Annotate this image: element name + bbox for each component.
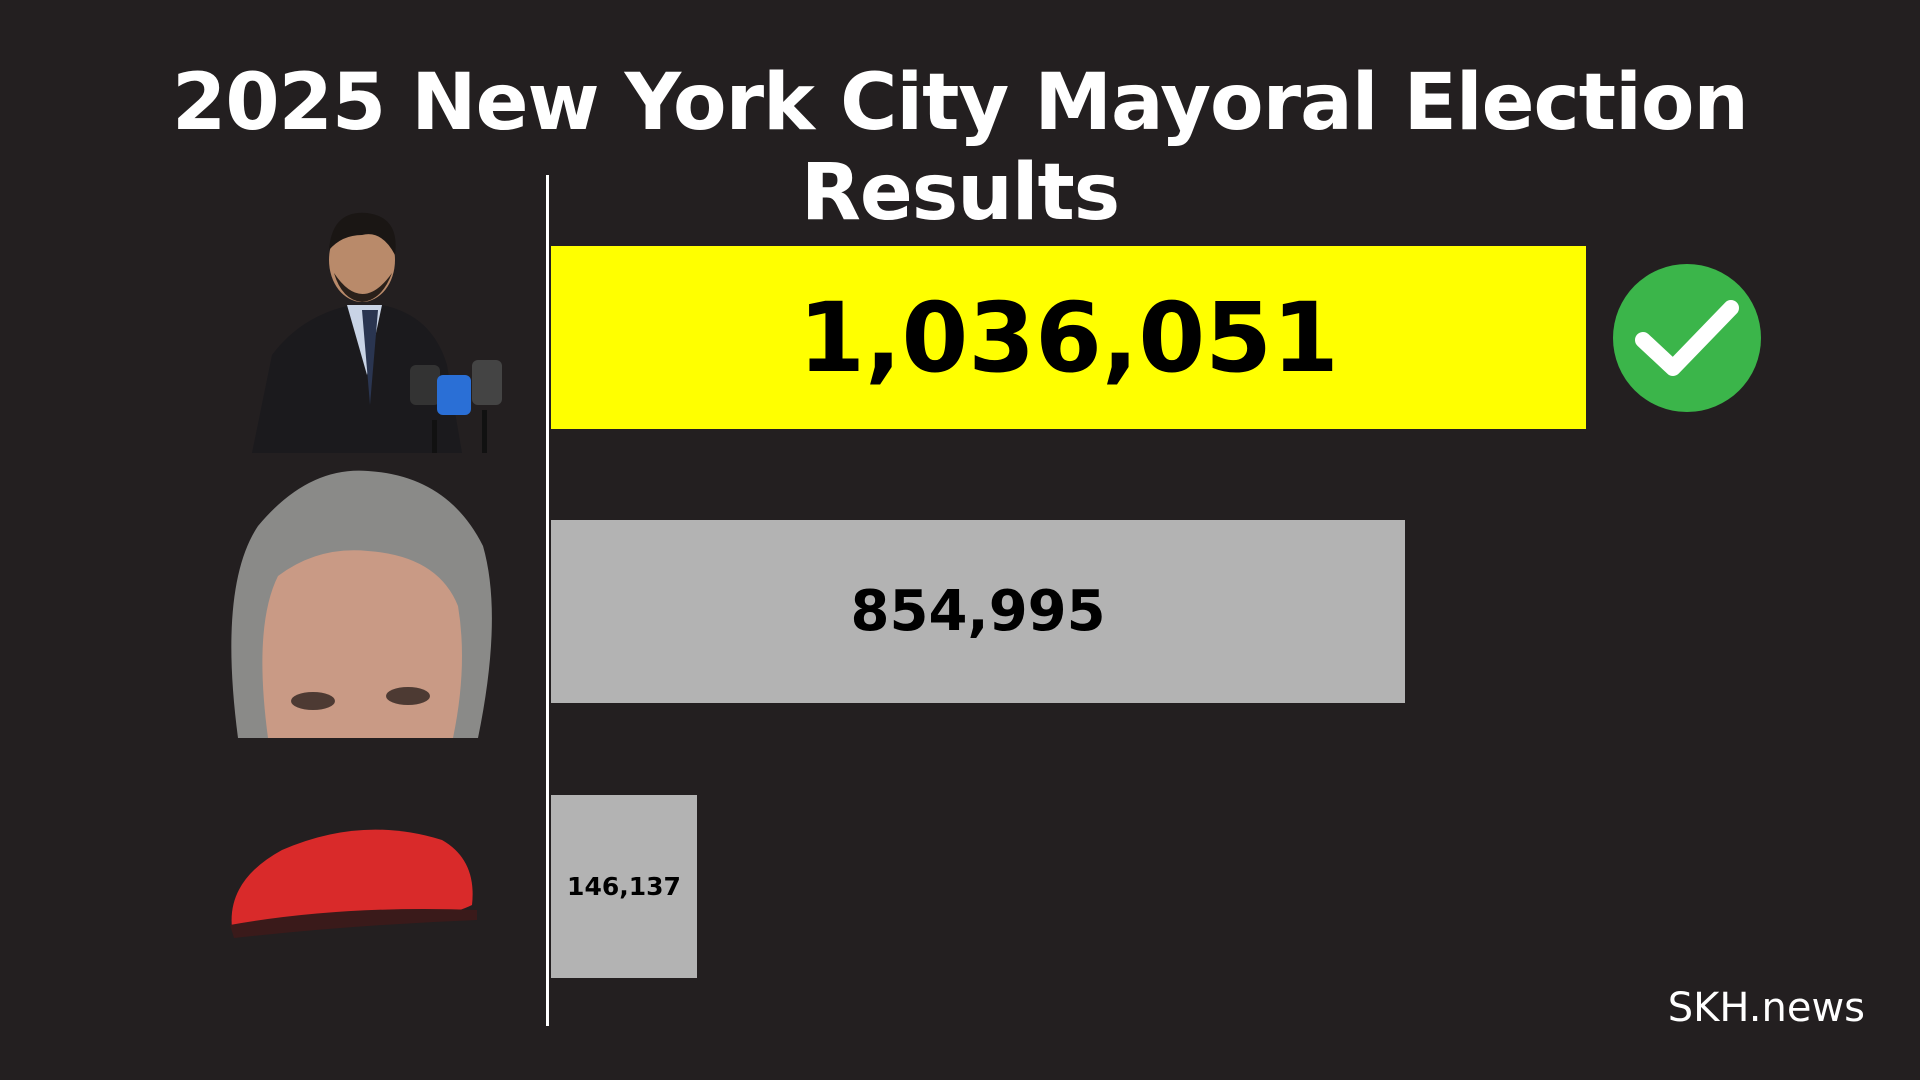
brand-watermark: SKH.news [1667,985,1865,1031]
bar-label-candidate-1: 1,036,051 [798,281,1339,394]
bar-candidate-2: 854,995 [551,520,1406,703]
axis-line [546,175,549,1026]
bar-candidate-3: 146,137 [551,795,697,978]
candidate-2-photo [231,470,492,738]
bar-candidate-1: 1,036,051 [551,246,1586,429]
bar-label-candidate-3: 146,137 [567,872,681,901]
check-circle-icon [1613,264,1761,412]
candidate-3-beret-image [230,829,477,938]
candidate-1-photo [232,205,527,453]
bar-label-candidate-2: 854,995 [850,579,1106,644]
chart-title: 2025 New York City Mayoral Election Resu… [172,58,1749,238]
